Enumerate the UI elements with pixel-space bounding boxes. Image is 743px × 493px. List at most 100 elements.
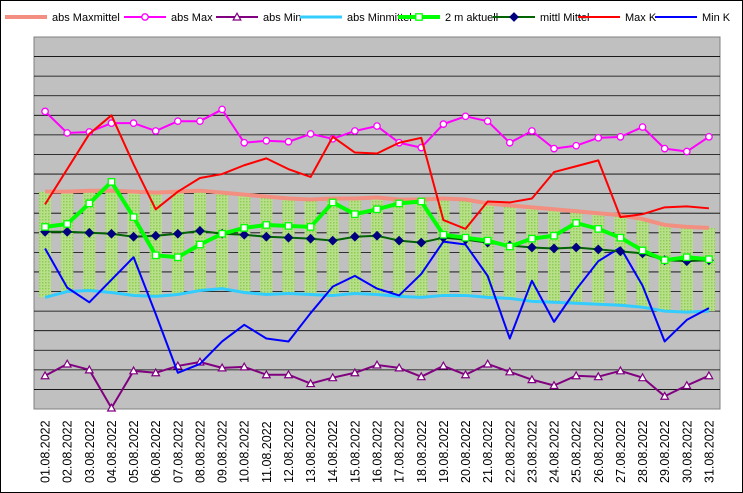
band-bar	[592, 213, 605, 305]
band-bar	[658, 224, 671, 312]
band-bar	[415, 199, 428, 298]
legend-item-abs-maxmittel: abs Maxmittel	[5, 12, 120, 24]
x-tick-label: 13.08.2022	[304, 420, 318, 483]
data-point	[106, 228, 117, 239]
data-point	[572, 219, 581, 227]
data-point	[106, 402, 117, 412]
data-point	[351, 210, 359, 219]
band-bar	[149, 192, 162, 297]
data-point	[240, 138, 249, 147]
band-bar	[83, 190, 96, 291]
band-bar	[38, 191, 52, 298]
data-point	[283, 232, 294, 243]
legend-label: Max K	[625, 12, 657, 24]
series-lines	[40, 105, 714, 412]
x-tick-label: 06.08.2022	[149, 420, 163, 483]
data-point	[572, 141, 581, 150]
data-point	[239, 229, 250, 240]
data-point	[550, 231, 558, 240]
data-point	[505, 242, 514, 251]
data-point	[505, 138, 514, 147]
legend-item-min-k: Min K	[655, 12, 731, 24]
data-point	[150, 367, 161, 377]
data-point	[549, 380, 559, 390]
legend-label: abs Minmittel	[347, 12, 412, 24]
data-point	[306, 223, 315, 231]
data-point	[306, 130, 315, 138]
data-point	[637, 372, 648, 382]
band-bar	[547, 209, 561, 303]
data-point	[196, 117, 204, 126]
legend-item-2-m-aktuell: 2 m aktuell	[398, 12, 498, 24]
minmax-band	[38, 190, 716, 313]
x-tick-label: 20.08.2022	[459, 420, 473, 483]
data-point	[373, 205, 381, 214]
x-axis-tick-labels: 01.08.2022 02.08.2022 03.08.2022 04.08.2022…	[39, 420, 717, 483]
legend-label: abs Maxmittel	[52, 12, 120, 24]
band-bar	[393, 199, 406, 297]
data-point	[704, 370, 714, 380]
data-point	[593, 371, 604, 381]
series-line	[45, 188, 710, 230]
data-point	[615, 365, 626, 375]
data-point	[284, 137, 293, 146]
data-point	[416, 237, 427, 248]
x-tick-label: 18.08.2022	[415, 420, 429, 483]
band-bar	[260, 196, 273, 295]
data-point	[150, 230, 161, 241]
data-point	[172, 228, 183, 239]
band-bar	[171, 191, 184, 295]
data-point	[571, 370, 581, 380]
data-point	[141, 13, 149, 21]
band-bar	[193, 190, 207, 291]
data-point	[284, 222, 293, 230]
band-bar	[525, 207, 538, 302]
legend-item-abs-min: abs Min	[216, 11, 302, 24]
data-point	[63, 220, 72, 228]
data-point	[615, 246, 626, 257]
x-tick-label: 11.08.2022	[260, 421, 274, 483]
data-point	[351, 127, 359, 135]
band-bar	[282, 198, 295, 294]
data-point	[196, 240, 204, 249]
data-point	[373, 122, 381, 130]
x-tick-label: 15.08.2022	[348, 420, 362, 483]
legend-label: 2 m aktuell	[445, 12, 498, 24]
data-point	[460, 369, 471, 379]
band-bar	[216, 192, 229, 289]
band-bar	[105, 190, 118, 293]
data-point	[483, 117, 492, 126]
band-bar	[636, 219, 649, 308]
band-bar	[61, 191, 74, 292]
data-point	[84, 364, 95, 374]
data-point	[261, 231, 272, 242]
data-point	[173, 117, 182, 126]
x-tick-label: 30.08.2022	[680, 420, 694, 483]
band-bar	[459, 199, 472, 296]
data-point	[509, 12, 519, 22]
data-point	[395, 199, 403, 208]
data-point	[328, 198, 337, 207]
data-point	[638, 246, 647, 255]
data-point	[616, 133, 625, 141]
band-bar	[370, 197, 384, 295]
data-point	[327, 372, 338, 382]
x-tick-label: 03.08.2022	[83, 420, 97, 483]
legend-item-abs-max: abs Max	[124, 12, 213, 24]
x-tick-label: 17.08.2022	[393, 420, 407, 483]
data-point	[218, 229, 226, 238]
data-point	[483, 236, 492, 245]
x-tick-label: 02.08.2022	[61, 420, 75, 483]
data-point	[305, 378, 316, 388]
x-tick-label: 28.08.2022	[636, 420, 650, 483]
data-point	[682, 147, 691, 156]
series-2-m-aktuell	[41, 178, 713, 265]
data-point	[504, 366, 515, 376]
series-abs-max	[41, 105, 713, 156]
data-point	[681, 380, 692, 390]
data-point	[571, 242, 582, 253]
data-point	[107, 178, 116, 186]
data-point	[528, 234, 536, 243]
band-bar	[702, 227, 716, 312]
